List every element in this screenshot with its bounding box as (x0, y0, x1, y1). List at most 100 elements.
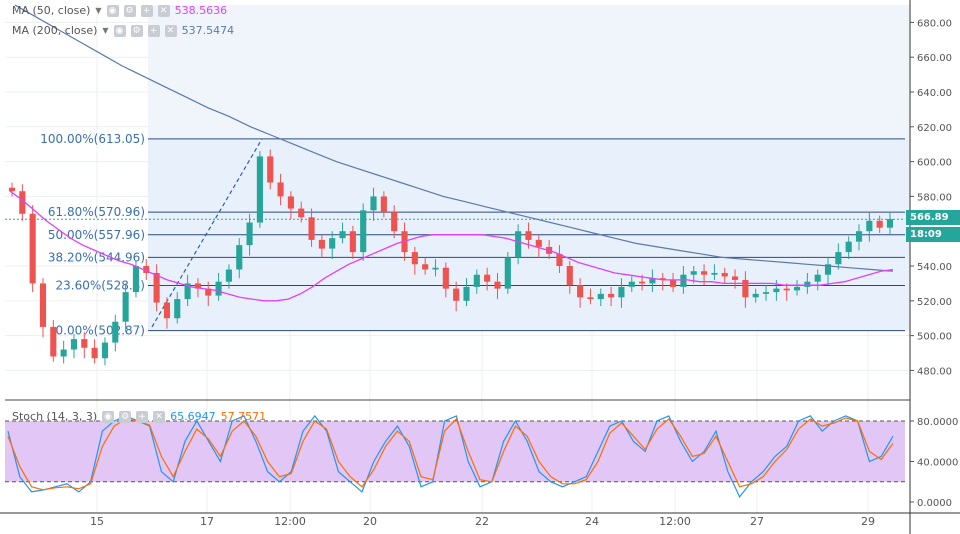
candle-body (835, 252, 842, 265)
candle-body (597, 293, 604, 300)
candle (287, 191, 294, 220)
candle-body (8, 187, 16, 192)
candle-body (277, 182, 284, 197)
candle-body (246, 222, 253, 246)
candle-body (577, 285, 584, 298)
candle-body (742, 279, 749, 298)
candle-body (267, 156, 274, 183)
ma200-legend-label: MA (200, close) (12, 24, 98, 37)
plus-icon[interactable]: + (147, 24, 160, 37)
candle (742, 271, 749, 308)
plus-icon[interactable]: + (136, 410, 149, 423)
candle (50, 319, 57, 362)
candle (835, 243, 842, 270)
fib-level-label: 61.80%(570.96) (48, 205, 145, 219)
candle-body (525, 231, 532, 240)
y-tick-label: 540.00 (917, 262, 952, 273)
candle-body (91, 347, 98, 359)
candle (473, 269, 480, 294)
candle-body (184, 283, 191, 300)
candle-body (556, 253, 563, 267)
gear-icon[interactable]: ⚙ (130, 24, 143, 37)
candle-body (215, 281, 222, 296)
candle-body (494, 281, 501, 289)
candle (184, 274, 191, 307)
candle (515, 224, 522, 265)
close-icon[interactable]: ✕ (164, 24, 177, 37)
gear-icon[interactable]: ⚙ (119, 410, 132, 423)
candle (215, 272, 222, 301)
eye-icon[interactable]: ◉ (113, 24, 126, 37)
x-tick-label: 27 (750, 515, 764, 528)
stoch-d-value: 57.7571 (220, 410, 267, 423)
candle (153, 264, 160, 312)
chevron-down-icon[interactable]: ▼ (102, 26, 109, 35)
candle (442, 262, 449, 298)
candle-body (659, 278, 666, 280)
chevron-down-icon[interactable]: ▼ (95, 6, 102, 15)
gear-icon[interactable]: ⚙ (123, 4, 136, 17)
candle (339, 222, 346, 244)
eye-icon[interactable]: ◉ (102, 410, 115, 423)
ma200-legend-value: 537.5474 (181, 24, 235, 37)
close-icon[interactable]: ✕ (153, 410, 166, 423)
candle (608, 286, 615, 307)
candle (60, 340, 67, 364)
candle-body (101, 342, 109, 359)
plus-icon[interactable]: + (140, 4, 153, 17)
candle-body (298, 208, 305, 218)
stoch-k-value: 65.6947 (170, 410, 216, 423)
candle (422, 257, 429, 275)
ma50-legend-label: MA (50, close) (12, 4, 91, 17)
candle-body (50, 326, 57, 357)
candle-body (855, 231, 863, 242)
candle-body (690, 271, 697, 275)
candle (370, 187, 377, 221)
candle (783, 283, 790, 301)
ma50-legend[interactable]: MA (50, close) ▼ ◉ ⚙ + ✕ 538.5636 (12, 4, 227, 17)
x-tick-label: 17 (200, 515, 214, 528)
candle (504, 252, 511, 294)
candle-body (391, 212, 398, 232)
candle (649, 269, 656, 293)
candle-body (866, 220, 873, 232)
candle-body (122, 292, 129, 322)
candle-body (628, 281, 635, 287)
candle-body (287, 196, 294, 209)
candle (29, 205, 36, 293)
candle (597, 288, 604, 307)
candle-body (566, 266, 573, 286)
candle (721, 267, 728, 284)
eye-icon[interactable]: ◉ (106, 4, 119, 17)
stoch-tick-label: 0.0000 (917, 498, 952, 509)
candle-body (174, 299, 181, 319)
candle (39, 278, 47, 338)
fib-trend-line (151, 138, 263, 328)
stoch-legend[interactable]: Stoch (14, 3, 3) ◉ ⚙ + ✕ 65.6947 57.7571 (12, 410, 266, 423)
candle (246, 213, 253, 256)
candle-body (473, 274, 480, 287)
candle-body (711, 272, 718, 275)
candle (81, 332, 88, 359)
y-tick-label: 680.00 (917, 18, 952, 29)
candle (267, 149, 274, 190)
ma200-legend[interactable]: MA (200, close) ▼ ◉ ⚙ + ✕ 537.5474 (12, 24, 234, 37)
close-icon[interactable]: ✕ (157, 4, 170, 17)
candle (793, 279, 801, 296)
candle (360, 203, 367, 261)
ma200-line (14, 4, 894, 272)
y-tick-label: 520.00 (917, 297, 952, 308)
candle-body (618, 286, 625, 298)
y-tick-label: 640.00 (917, 88, 952, 99)
x-tick-label: 29 (861, 515, 875, 528)
candle-body (484, 274, 491, 282)
x-tick-label: 24 (585, 515, 599, 528)
y-tick-label: 600.00 (917, 158, 952, 169)
stoch-tick-label: 40.0000 (917, 458, 958, 469)
candle-body (876, 220, 883, 228)
x-tick-label: 22 (475, 515, 489, 528)
candle (494, 272, 501, 300)
fib-level-label: 38.20%(544.96) (48, 250, 145, 264)
candle-body (194, 283, 201, 289)
